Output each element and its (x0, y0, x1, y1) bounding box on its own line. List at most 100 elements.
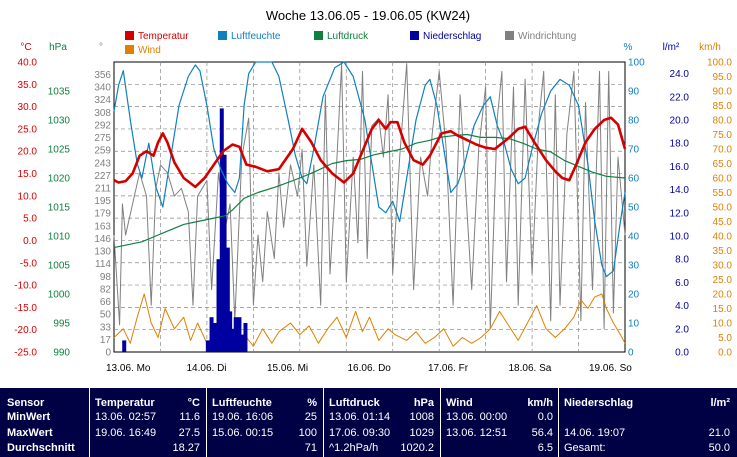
axis-unit-labels: °C hPa °% l/m² km/h (20, 42, 720, 53)
windrichtung-line (113, 63, 626, 330)
legend: Temperatur Luftfeuchte Luftdruck Niederschl… (125, 31, 576, 56)
header-sensor: Sensor (7, 397, 45, 409)
temp-tick-label: -5.0 (20, 258, 38, 269)
rain-tick-label: 8.0 (675, 255, 689, 266)
wind-tick-label: 0.0 (718, 348, 732, 359)
legend-swatch (410, 31, 419, 40)
niederschlag-bar (209, 317, 214, 352)
table-divider (89, 388, 90, 457)
table-divider (323, 388, 324, 457)
x-tick-label: 19.06. So (589, 363, 632, 374)
rain-tick-label: 14.0 (670, 185, 690, 196)
min-temp-value: 11.6 (179, 411, 200, 423)
header-pres: Luftdruck (329, 397, 380, 409)
wind-tick-label: 90.0 (713, 87, 733, 98)
max-hum-time: 15.06. 00:15 (212, 427, 274, 439)
temperatur-line (113, 116, 627, 189)
wind-tick-label: 10.0 (713, 319, 733, 330)
direction-tick-label: 275 (94, 133, 111, 144)
max-temp-value: 27.5 (178, 427, 200, 439)
temp-tick-label: 25.0 (18, 124, 38, 135)
humidity-tick-label: 10 (628, 319, 640, 330)
humidity-tick-label: 100 (628, 58, 645, 69)
wind-tick-label: 65.0 (713, 159, 733, 170)
direction-tick-label: 179 (94, 209, 111, 220)
min-hum-value: 25 (304, 411, 317, 423)
humidity-tick-label: 80 (628, 116, 640, 127)
pressure-tick-label: 1010 (48, 232, 71, 243)
wind-tick-label: 75.0 (713, 130, 733, 141)
direction-tick-label: 243 (94, 158, 111, 169)
header-rain: Niederschlag (564, 397, 634, 409)
row-label-avg: Durchschnitt (7, 442, 75, 454)
direction-tick-label: 17 (100, 335, 112, 346)
direction-tick-label: 33 (100, 322, 112, 333)
wind-tick-label: 40.0 (713, 232, 733, 243)
max-hum-value: 100 (298, 427, 317, 439)
header-wind: Wind (446, 397, 473, 409)
avg-wind-value: 6.5 (537, 442, 553, 454)
niederschlag-bar (230, 328, 235, 352)
temp-tick-label: 0.0 (23, 236, 37, 247)
niederschlag-bar (243, 323, 248, 352)
legend-label: Luftdruck (327, 31, 369, 42)
humidity-tick-label: 30 (628, 261, 640, 272)
axis-unit-label: l/m² (663, 42, 680, 53)
wind-line (113, 293, 626, 347)
pressure-tick-label: 1020 (48, 174, 71, 185)
niederschlag-bar (122, 340, 127, 352)
wind-tick-label: 85.0 (713, 101, 733, 112)
pressure-tick-label: 1000 (48, 290, 71, 301)
niederschlag-bar (216, 259, 221, 352)
avg-temp-value: 18.27 (172, 442, 200, 454)
luftdruck-line (113, 133, 626, 249)
humidity-tick-label: 90 (628, 87, 640, 98)
wind-tick-label: 35.0 (713, 246, 733, 257)
x-tick-label: 14.06. Di (187, 363, 227, 374)
header-pres-unit: hPa (413, 397, 434, 409)
total-rain-label: Gesamt: (564, 442, 606, 454)
max-rain-value: 21.0 (708, 427, 730, 439)
temp-tick-label: 35.0 (18, 80, 38, 91)
wind-tick-label: 95.0 (713, 72, 733, 83)
niederschlag-bar (228, 311, 233, 352)
axis-unit-label: hPa (49, 42, 67, 53)
direction-tick-label: 195 (94, 196, 111, 207)
wind-tick-label: 20.0 (713, 290, 733, 301)
legend-swatch (314, 31, 323, 40)
direction-tick-label: 146 (94, 234, 111, 245)
rain-tick-label: 12.0 (670, 208, 690, 219)
legend-swatch (505, 31, 514, 40)
temp-tick-label: 15.0 (18, 169, 38, 180)
min-pres-time: 13.06. 01:14 (329, 411, 391, 423)
max-rain-time: 14.06. 19:07 (564, 427, 626, 439)
table-divider (206, 388, 207, 457)
x-tick-label: 16.06. Do (348, 363, 392, 374)
pressure-tick-label: 1030 (48, 116, 71, 127)
header-rain-unit: l/m² (710, 397, 730, 409)
direction-tick-label: 259 (94, 146, 111, 157)
wind-tick-label: 80.0 (713, 116, 733, 127)
max-pres-value: 1029 (409, 427, 434, 439)
temp-tick-label: 40.0 (18, 58, 38, 69)
direction-tick-label: 211 (95, 184, 111, 195)
humidity-tick-label: 50 (628, 203, 640, 214)
legend-label: Wind (138, 45, 161, 56)
avg-hum-value: 71 (304, 442, 317, 454)
axis-unit-label: °C (20, 42, 31, 53)
wind-tick-label: 30.0 (713, 261, 733, 272)
niederschlag-bar (225, 247, 230, 352)
humidity-tick-label: 40 (628, 232, 640, 243)
header-temp: Temperatur (95, 397, 155, 409)
rain-tick-label: 6.0 (675, 278, 689, 289)
min-hum-time: 19.06. 16:06 (212, 411, 274, 423)
avg-pres-trend: ^1.2hPa/h (329, 442, 379, 454)
total-rain-value: 50.0 (708, 442, 730, 454)
legend-swatch (218, 31, 227, 40)
legend-swatch (125, 31, 134, 40)
direction-tick-label: 98 (100, 272, 112, 283)
temp-tick-label: 5.0 (23, 214, 37, 225)
direction-tick-label: 66 (100, 297, 112, 308)
wind-tick-label: 55.0 (713, 188, 733, 199)
wind-tick-label: 100.0 (707, 58, 732, 69)
